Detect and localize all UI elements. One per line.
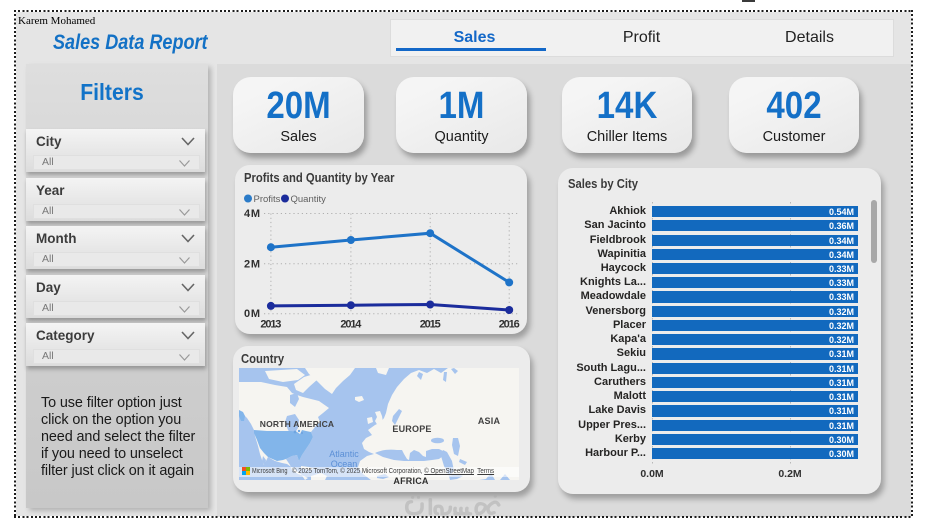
svg-text:2013: 2013: [260, 319, 281, 331]
svg-text:Quantity: Quantity: [291, 194, 327, 205]
svg-text:Profits: Profits: [254, 194, 281, 205]
svg-text:2016: 2016: [499, 319, 520, 331]
svg-text:2014: 2014: [340, 319, 362, 331]
svg-text:2M: 2M: [244, 258, 260, 270]
svg-text:0M: 0M: [244, 308, 260, 320]
svg-text:2015: 2015: [420, 319, 441, 331]
svg-text:4M: 4M: [244, 208, 260, 220]
